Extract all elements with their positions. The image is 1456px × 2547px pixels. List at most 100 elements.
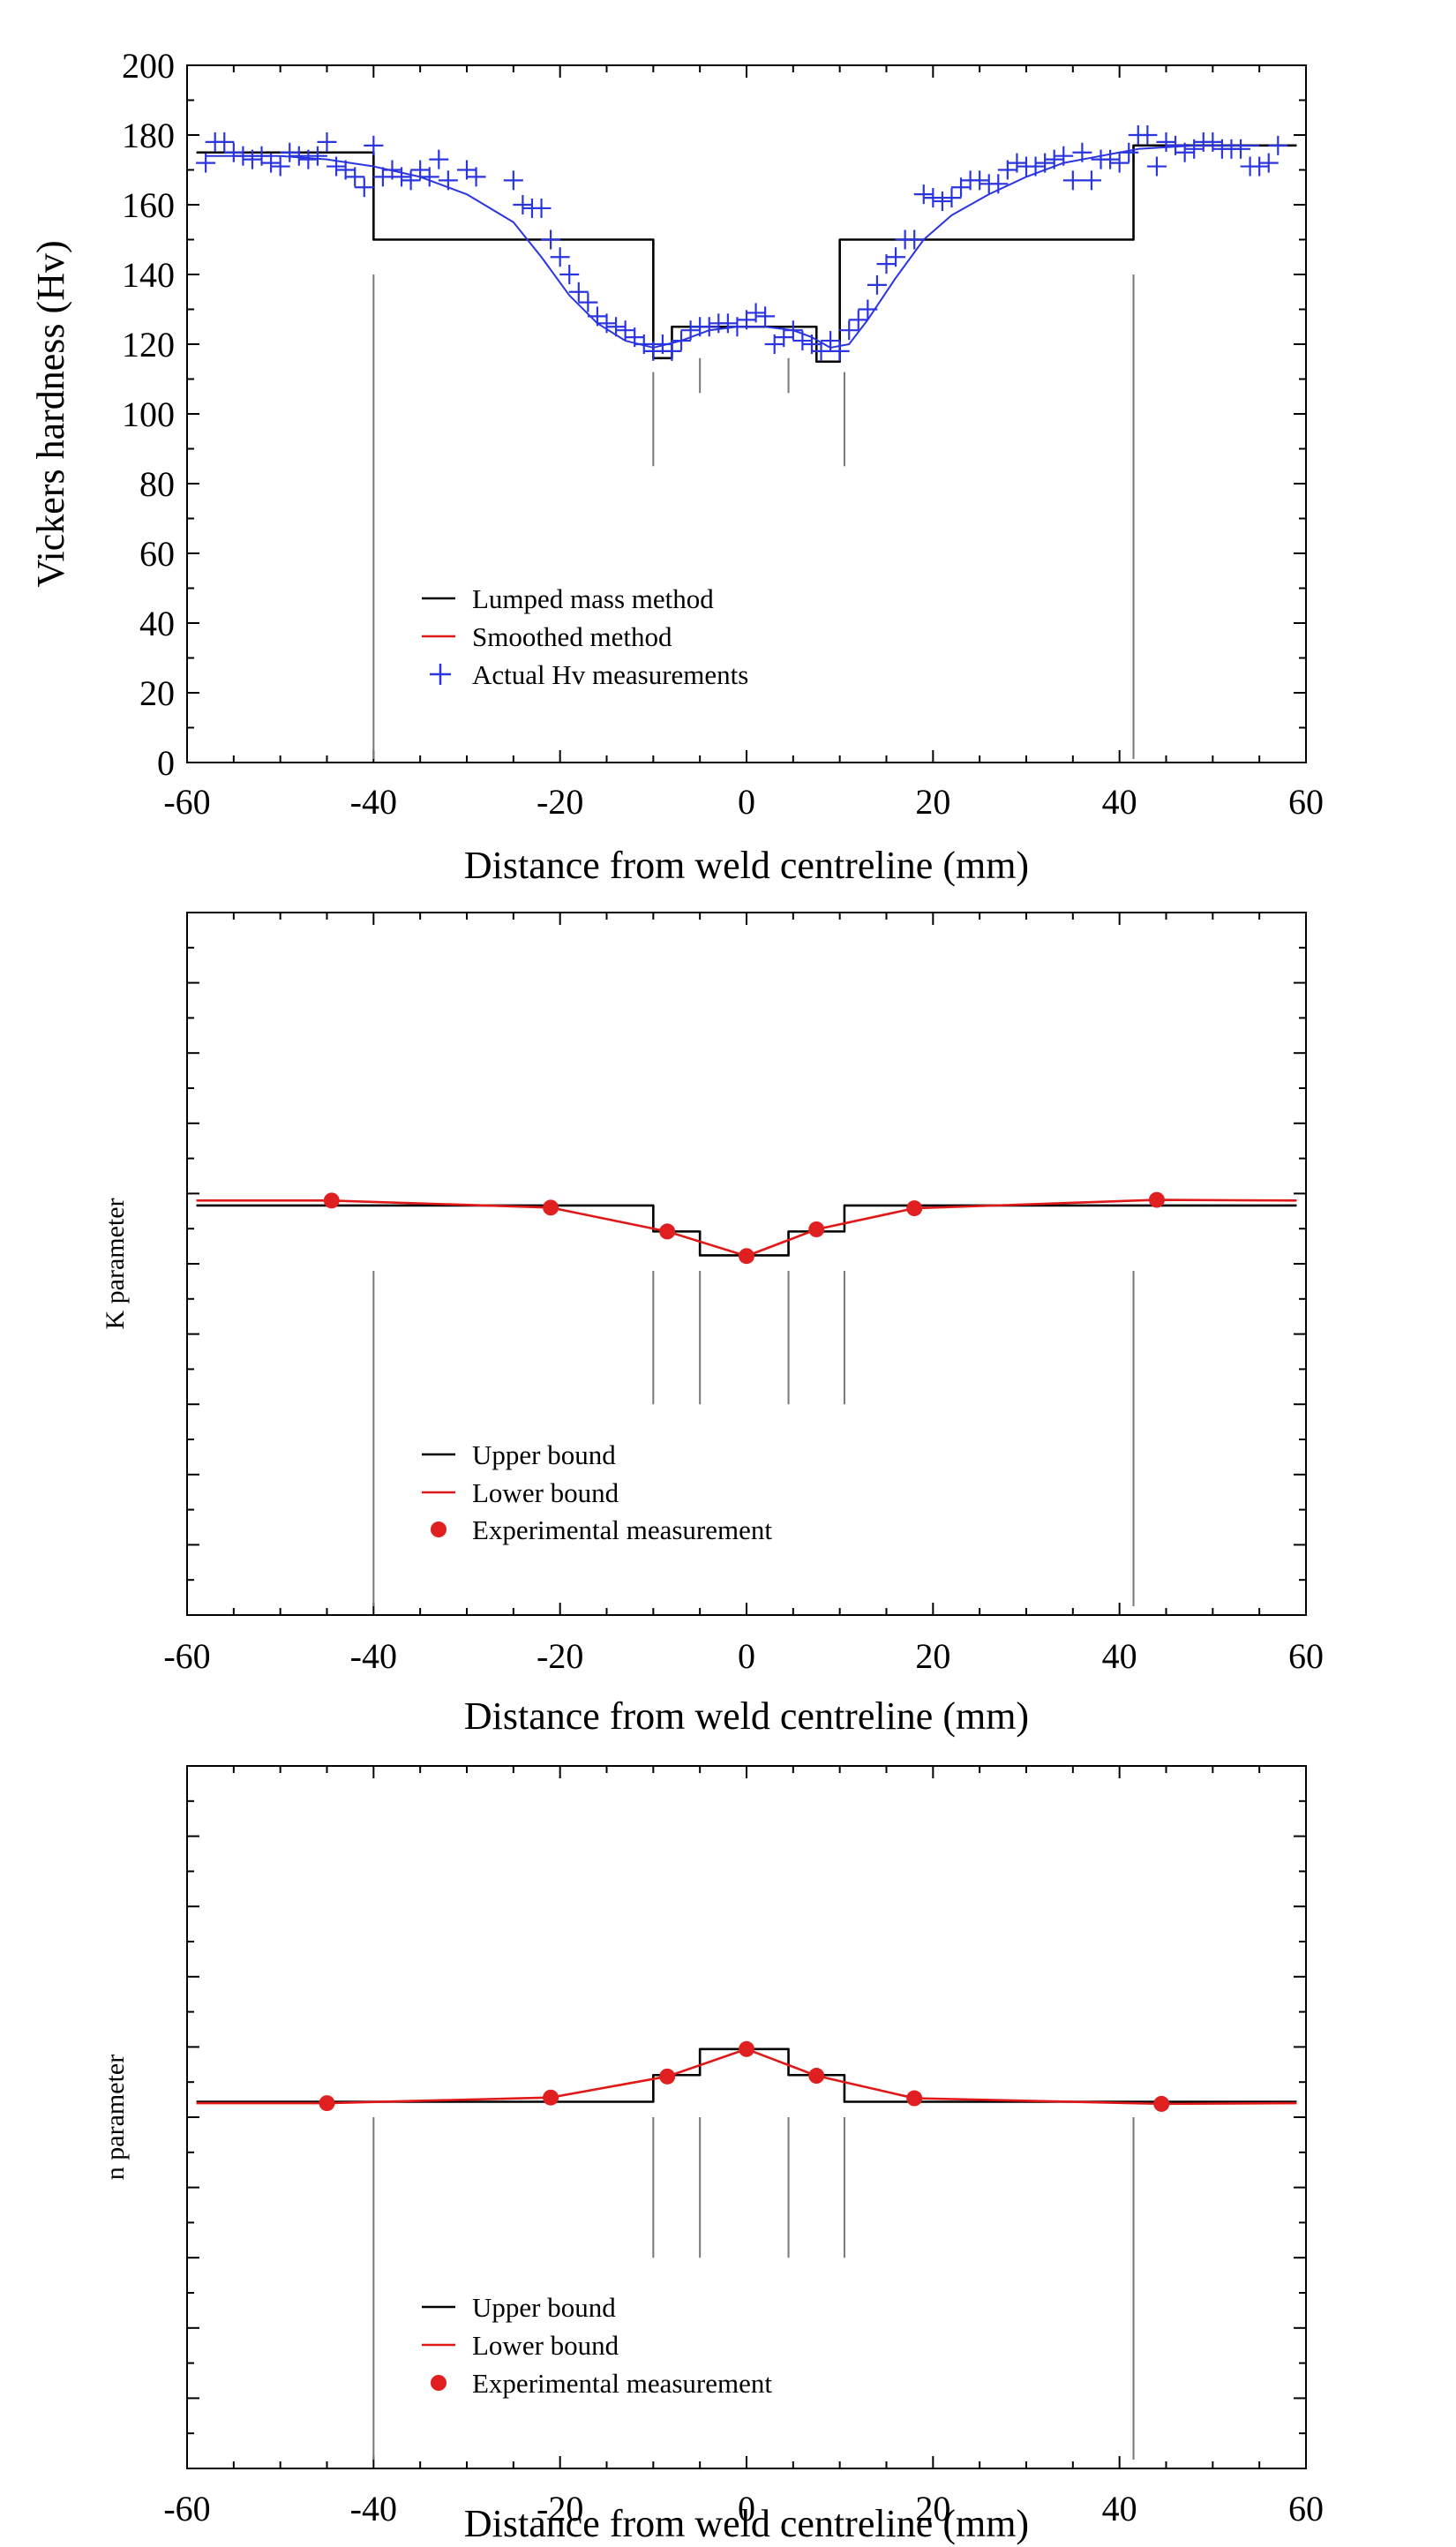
x-tick-label: -20 [537, 782, 583, 822]
y-tick-label: 20 [139, 673, 175, 713]
upper-bound-line [196, 1204, 1297, 1257]
y-tick-label: 120 [122, 325, 175, 364]
legend-marker-measurement [431, 1521, 447, 1537]
x-tick-label: 60 [1288, 782, 1324, 822]
hv-measurement-point [942, 188, 962, 208]
hv-measurement-point [261, 153, 281, 173]
lower-bound-line [196, 1198, 1297, 1258]
legend: Upper bound Lower bound Experimental mea… [422, 1439, 772, 1545]
hv-measurement-point [326, 156, 347, 177]
x-tick-label: 0 [738, 1636, 755, 1676]
x-tick-label: -60 [163, 782, 210, 822]
hv-measurement-point [783, 320, 803, 341]
experimental-point [906, 2090, 923, 2107]
x-tick-label: -40 [350, 2489, 397, 2528]
y-tick-label: 180 [122, 116, 175, 155]
y-tick-label: 80 [139, 464, 175, 504]
hv-measurement-point [1175, 142, 1195, 162]
x-tick-label: 20 [915, 782, 950, 822]
hv-measurement-point [223, 142, 244, 162]
series-layer [196, 125, 1297, 364]
x-tick-label: 40 [1102, 1636, 1137, 1676]
legend-label-measurement: Experimental measurement [472, 1514, 772, 1545]
experimental-point [1153, 2095, 1170, 2112]
hv-measurement-point [578, 292, 598, 312]
hv-measurement-point [932, 192, 952, 212]
hv-measurement-point [597, 313, 617, 334]
x-axis-label-bottom: Distance from weld centreline (mm) [464, 2502, 1029, 2545]
hv-measurement-point [242, 149, 262, 169]
hv-measurement-point [270, 156, 290, 177]
experimental-point [1148, 1191, 1165, 1208]
legend-label-lumped: Lumped mass method [472, 583, 714, 614]
hv-measurement-point [1268, 135, 1288, 155]
zone-lines [372, 2117, 1135, 2460]
hv-measurement-point [354, 177, 374, 198]
hv-measurement-point [848, 310, 868, 330]
y-axis: 0 20 40 60 80 100 120 140 160 180 200 [122, 46, 1306, 783]
hv-measurement-point [1231, 139, 1251, 159]
experimental-point [808, 1221, 825, 1237]
y-tick-label: 0 [157, 743, 175, 783]
hv-measurement-point [1109, 153, 1130, 173]
hv-measurement-point [438, 170, 458, 191]
lower-bound-line [196, 2047, 1297, 2106]
hv-measurement-point [1072, 142, 1092, 162]
zone-lines [372, 274, 1135, 760]
hv-measurement-point [345, 167, 365, 187]
hv-measurement-point [317, 131, 337, 152]
experimental-point [543, 1199, 559, 1216]
y-tick-label: 200 [122, 46, 175, 86]
x-tick-label: 60 [1288, 2489, 1324, 2528]
hv-measurement-point [1137, 125, 1158, 145]
y-axis-label: K parameter [101, 1198, 130, 1329]
legend-label-measurements: Actual Hv measurements [472, 659, 748, 690]
hv-measurement-point [1007, 153, 1027, 173]
experimental-point [323, 1192, 340, 1209]
x-tick-label: 40 [1102, 2489, 1137, 2528]
hv-measurement-point [1044, 149, 1064, 169]
x-tick-label: 20 [915, 2489, 950, 2528]
y-tick-label: 100 [122, 394, 175, 434]
experimental-point [543, 2089, 559, 2106]
legend-label-upper: Upper bound [472, 2292, 616, 2323]
smoothed-line [206, 144, 1260, 349]
legend-label-upper: Upper bound [472, 1439, 616, 1470]
hv-measurement-point [541, 229, 561, 250]
hv-measurement-point [792, 331, 813, 351]
x-tick-label: -40 [350, 782, 397, 822]
hv-measurement-point [401, 170, 421, 191]
hv-measurement-point [1054, 146, 1074, 166]
experimental-point [659, 2068, 676, 2085]
hv-measurement-point [568, 282, 589, 302]
hv-measurement-point [867, 274, 887, 295]
x-axis: -60 -40 -20 0 20 40 60 [163, 1766, 1324, 2528]
hv-measurement-point [904, 229, 925, 250]
zone-lines [372, 1270, 1135, 1606]
legend-marker-measurement [431, 2375, 447, 2391]
hv-measurement-point [1035, 153, 1055, 173]
hv-measurement-point [392, 167, 412, 187]
legend-label-lower: Lower bound [472, 1477, 619, 1508]
legend: Upper bound Lower bound Experimental mea… [422, 2292, 772, 2399]
experimental-point [319, 2095, 335, 2112]
hv-measurement-point [839, 320, 859, 341]
hv-measurement-point [1062, 170, 1083, 191]
hv-measurement-point [755, 306, 776, 327]
hv-measurement-point [699, 317, 719, 337]
legend-label-lower: Lower bound [472, 2330, 619, 2361]
x-axis-label: Distance from weld centreline (mm) [464, 1694, 1029, 1738]
hv-measurement-point [821, 331, 841, 351]
x-tick-label: 40 [1102, 782, 1137, 822]
hv-measurement-point [550, 247, 570, 267]
x-tick-label: -60 [163, 1636, 210, 1676]
experimental-point [659, 1223, 676, 1240]
legend-label-smoothed: Smoothed method [472, 621, 672, 652]
hv-measurement-point [214, 131, 235, 152]
x-tick-label: -20 [537, 1636, 583, 1676]
experimental-point [906, 1200, 923, 1217]
hv-measurement-point [1250, 156, 1270, 177]
legend: Lumped mass method Smoothed method Actua… [422, 583, 748, 690]
